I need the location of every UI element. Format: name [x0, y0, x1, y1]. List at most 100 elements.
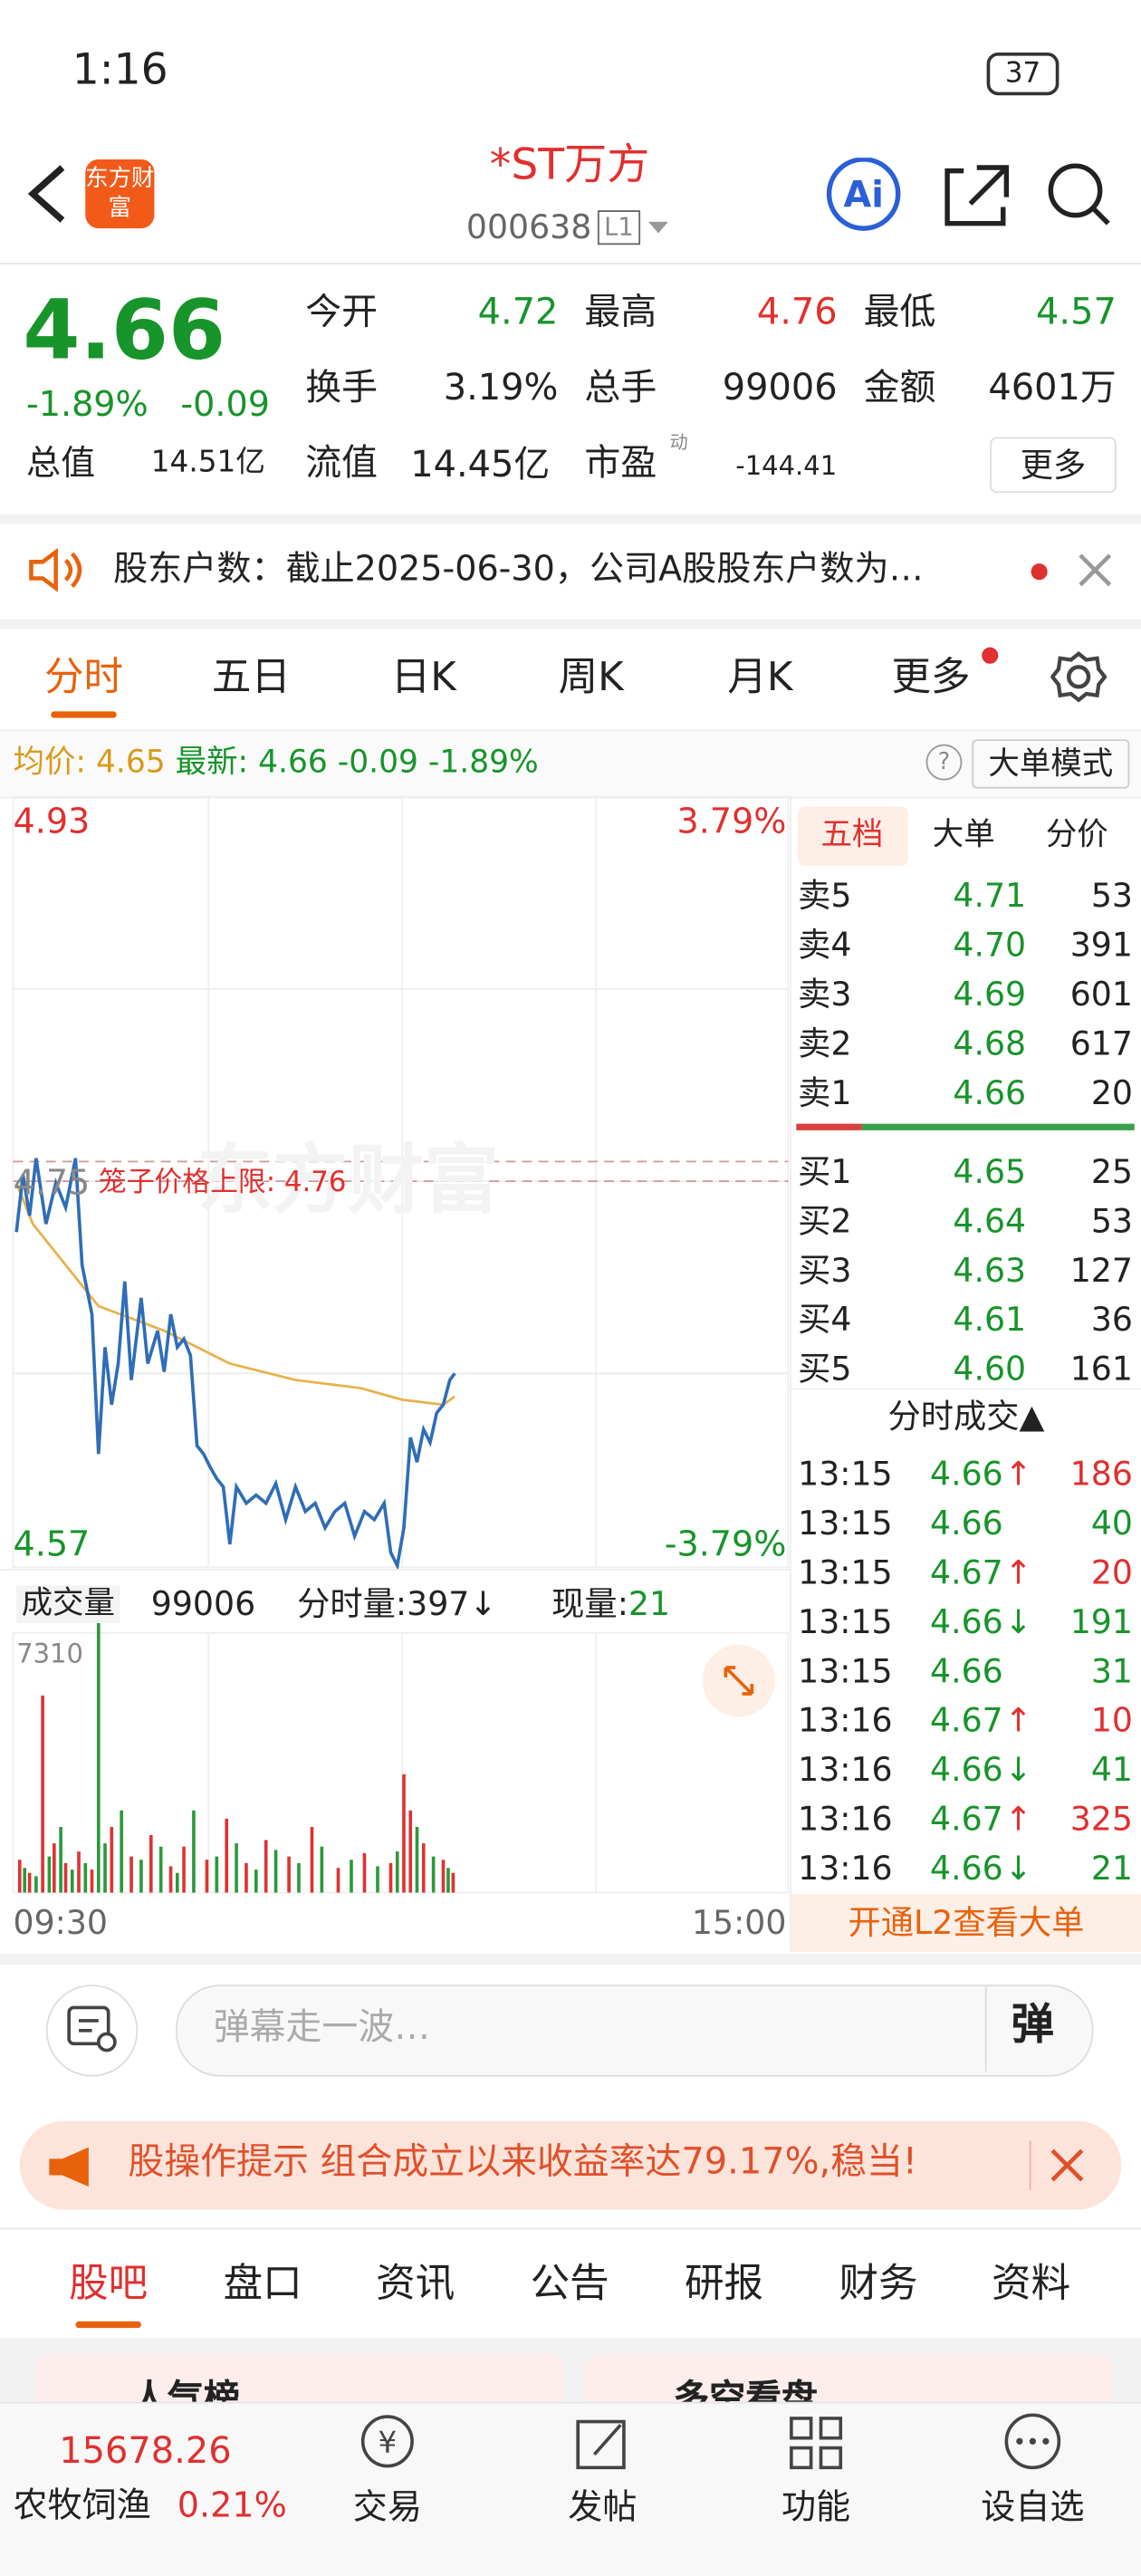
- index-pct[interactable]: 0.21%: [177, 2485, 287, 2525]
- trade-arrow: ↑: [1004, 1552, 1032, 1592]
- trade-arrow: ↑: [1004, 1799, 1032, 1839]
- sub-tab[interactable]: 盘口: [223, 2260, 302, 2307]
- ob-label: 买4: [798, 1299, 852, 1340]
- battery: 37: [986, 53, 1060, 96]
- danmaku-button[interactable]: 弹: [1011, 2001, 1054, 2051]
- latest-label: 最新:: [175, 744, 249, 781]
- field-label: 流值: [305, 443, 379, 485]
- header-icons[interactable]: Ai: [826, 158, 1121, 233]
- tab[interactable]: 分时: [43, 653, 123, 700]
- ob-volume: 53: [1090, 875, 1133, 916]
- close[interactable]: [1077, 552, 1113, 588]
- trade-price: 4.66: [930, 1601, 1003, 1641]
- time: 1:16: [72, 45, 168, 96]
- ob-price: 4.65: [953, 1151, 1027, 1192]
- ob-tab[interactable]: 大单: [932, 816, 995, 853]
- comment-input[interactable]: 弹幕走一波…: [213, 2007, 431, 2049]
- trade-price: 4.66: [930, 1749, 1003, 1790]
- level: L1: [597, 210, 640, 245]
- trade-price: 4.67: [930, 1552, 1003, 1592]
- current-label: 现量:: [551, 1583, 628, 1624]
- speaker: [29, 547, 82, 592]
- trade-price: 4.66: [930, 1650, 1003, 1691]
- trade-price: 4.67: [930, 1799, 1003, 1839]
- ob-tab[interactable]: 分价: [1045, 816, 1108, 853]
- trade-arrow: ↓: [1004, 1601, 1032, 1641]
- trade-time: 13:16: [798, 1749, 893, 1790]
- nav-item[interactable]: 发帖: [568, 2487, 638, 2527]
- nav-item[interactable]: 功能: [781, 2487, 851, 2527]
- tab[interactable]: 日K: [390, 653, 456, 700]
- field-value: 4601万: [988, 368, 1117, 409]
- sub-tab[interactable]: 资料: [992, 2260, 1071, 2307]
- trade-price: 4.66: [930, 1848, 1003, 1889]
- sub-tab[interactable]: 公告: [530, 2260, 609, 2307]
- trade-arrow: ↓: [1004, 1848, 1032, 1889]
- trade-arrow: ↑: [1004, 1454, 1032, 1494]
- ob-volume: 53: [1090, 1200, 1133, 1241]
- settings[interactable]: [1050, 649, 1107, 705]
- promo[interactable]: 股操作提示 组合成立以来收益率达79.17%,稳当!: [128, 2142, 917, 2184]
- ob-volume: 617: [1069, 1023, 1133, 1063]
- ob-tab[interactable]: 五档: [820, 816, 884, 853]
- field-label: 总手: [584, 368, 657, 409]
- sub-tab[interactable]: 资讯: [376, 2260, 455, 2307]
- x-start: 09:30: [13, 1902, 109, 1942]
- ob-label: 卖2: [798, 1023, 852, 1063]
- trade-price: 4.67: [930, 1700, 1003, 1740]
- index-name[interactable]: 农牧饲渔: [13, 2485, 151, 2525]
- tab[interactable]: 五日: [211, 653, 291, 700]
- ob-price: 4.69: [953, 974, 1027, 1014]
- sub-tab[interactable]: 股吧: [69, 2260, 149, 2307]
- sub-tab[interactable]: 研报: [685, 2260, 764, 2307]
- nav-item[interactable]: 设自选: [981, 2487, 1085, 2527]
- promo-close[interactable]: [1050, 2148, 1086, 2184]
- trade-time: 13:15: [798, 1650, 893, 1691]
- current: 21: [628, 1583, 671, 1624]
- tab[interactable]: 周K: [558, 653, 624, 700]
- field-label: 最高: [584, 292, 657, 334]
- volume-max: 7310: [16, 1638, 83, 1669]
- ob-label: 卖4: [798, 925, 852, 965]
- latest: 4.66: [258, 744, 328, 781]
- field-label: 市盈: [584, 443, 657, 485]
- ob-volume: 127: [1069, 1250, 1133, 1290]
- trade-price: 4.66: [930, 1454, 1003, 1494]
- volume-label[interactable]: 成交量: [16, 1585, 120, 1624]
- trade-volume: 40: [1090, 1503, 1133, 1543]
- ob-price: 4.60: [953, 1349, 1027, 1389]
- dropdown[interactable]: [647, 220, 669, 236]
- ob-volume: 20: [1090, 1072, 1133, 1112]
- back[interactable]: [20, 161, 76, 227]
- l2-banner[interactable]: 开通L2查看大单: [791, 1894, 1141, 1952]
- notice[interactable]: 股东户数：截止2025-06-30，公司A股股东户数为…: [113, 548, 924, 589]
- ob-price: 4.63: [953, 1250, 1027, 1290]
- svg-text:¥: ¥: [378, 2426, 397, 2460]
- trades-title[interactable]: 分时成交▲: [887, 1396, 1045, 1437]
- field-label: 最低: [863, 292, 936, 334]
- field-value: 14.45亿: [410, 445, 551, 486]
- field-sup: 动: [669, 432, 688, 454]
- trade-price: 4.66: [930, 1503, 1003, 1543]
- trade-volume: 41: [1090, 1749, 1133, 1790]
- more-button[interactable]: 更多: [990, 437, 1117, 494]
- logo: 东方财富: [85, 159, 155, 229]
- minute: 397↓: [407, 1583, 497, 1624]
- trade-volume: 21: [1090, 1848, 1133, 1889]
- ob-price: 4.68: [953, 1023, 1027, 1063]
- ob-label: 卖5: [798, 875, 852, 916]
- mode-button[interactable]: 大单模式: [972, 739, 1130, 789]
- sub-tab[interactable]: 财务: [839, 2260, 918, 2307]
- tab[interactable]: 更多: [891, 653, 971, 700]
- trade-time: 13:15: [798, 1503, 893, 1543]
- ob-volume: 601: [1069, 974, 1133, 1014]
- field-value: 3.19%: [443, 368, 559, 409]
- nav-item[interactable]: 交易: [352, 2487, 422, 2527]
- index-value[interactable]: 15678.26: [59, 2431, 232, 2473]
- stock-code: 000638: [465, 207, 592, 247]
- ob-price: 4.66: [953, 1072, 1027, 1112]
- dot: [982, 647, 999, 664]
- tab[interactable]: 月K: [727, 653, 793, 700]
- ob-label: 买5: [798, 1349, 852, 1389]
